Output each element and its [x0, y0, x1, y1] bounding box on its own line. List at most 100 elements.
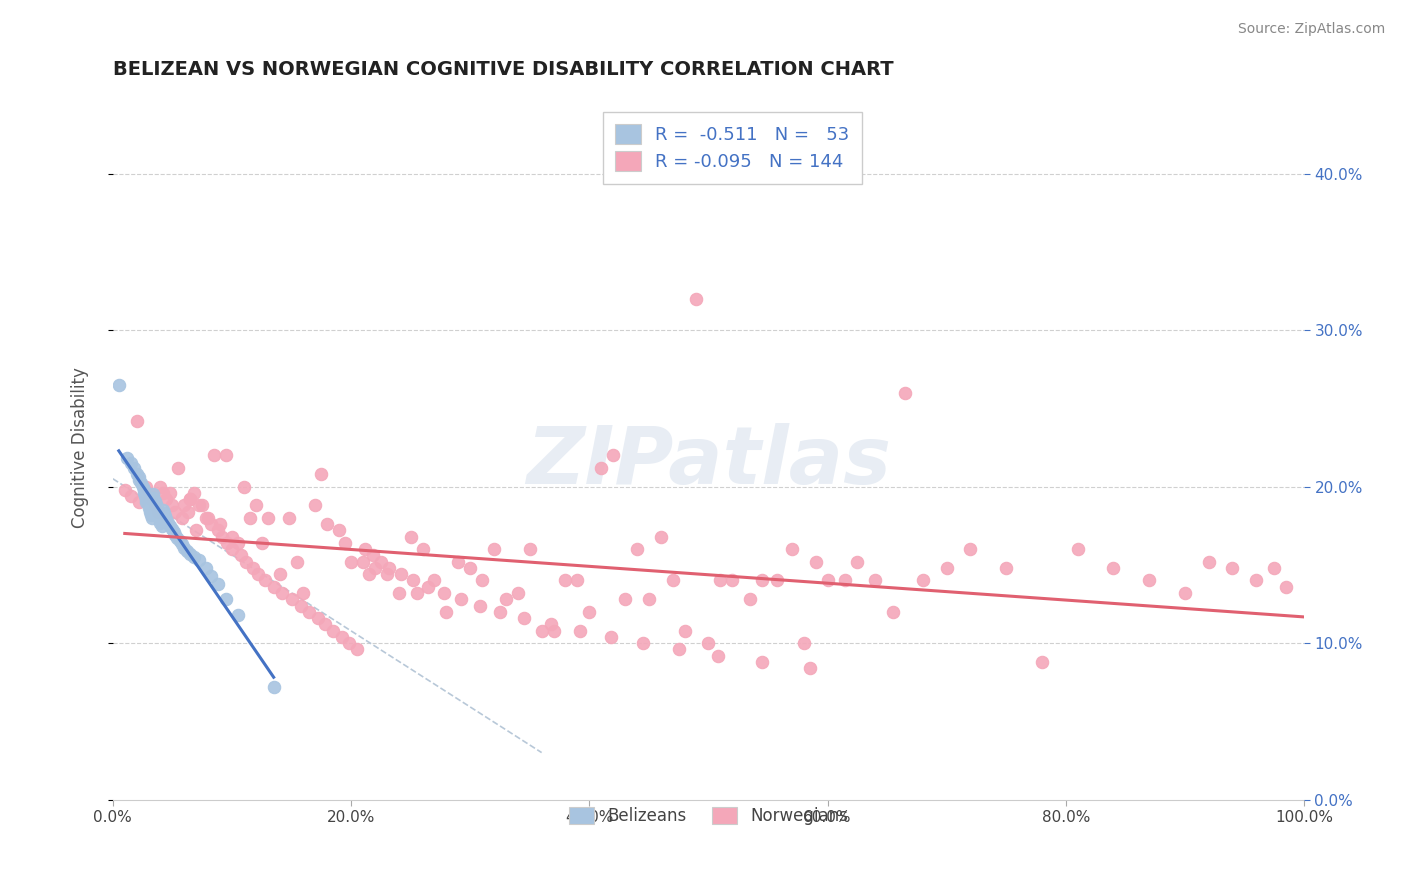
- Point: [311, 467, 333, 481]
- Point: [150, 518, 173, 533]
- Point: [132, 483, 155, 497]
- Point: [139, 508, 162, 522]
- Point: [146, 503, 169, 517]
- Point: [804, 555, 827, 569]
- Point: [882, 605, 904, 619]
- Point: [458, 561, 481, 575]
- Point: [149, 516, 172, 530]
- Point: [328, 524, 350, 538]
- Point: [799, 661, 821, 675]
- Point: [650, 530, 672, 544]
- Point: [128, 470, 150, 484]
- Point: [357, 567, 380, 582]
- Point: [163, 528, 186, 542]
- Point: [200, 517, 222, 532]
- Point: [152, 486, 174, 500]
- Point: [239, 511, 262, 525]
- Point: [412, 542, 434, 557]
- Point: [447, 555, 470, 569]
- Point: [138, 499, 160, 513]
- Point: [602, 448, 624, 462]
- Point: [482, 542, 505, 557]
- Point: [894, 385, 917, 400]
- Point: [316, 517, 339, 532]
- Point: [287, 555, 309, 569]
- Point: [187, 499, 209, 513]
- Point: [128, 495, 150, 509]
- Point: [194, 511, 217, 525]
- Point: [697, 636, 720, 650]
- Point: [1031, 655, 1053, 669]
- Point: [304, 499, 326, 513]
- Point: [661, 574, 683, 588]
- Point: [280, 592, 302, 607]
- Point: [183, 549, 205, 564]
- Point: [506, 586, 529, 600]
- Point: [146, 506, 169, 520]
- Point: [1174, 586, 1197, 600]
- Point: [159, 518, 181, 533]
- Point: [146, 505, 169, 519]
- Point: [135, 492, 157, 507]
- Text: Source: ZipAtlas.com: Source: ZipAtlas.com: [1237, 22, 1385, 37]
- Point: [995, 561, 1018, 575]
- Point: [132, 486, 155, 500]
- Point: [1246, 574, 1268, 588]
- Legend: Belizeans, Norwegians: Belizeans, Norwegians: [561, 798, 856, 833]
- Point: [263, 680, 285, 694]
- Point: [637, 592, 659, 607]
- Text: BELIZEAN VS NORWEGIAN COGNITIVE DISABILITY CORRELATION CHART: BELIZEAN VS NORWEGIAN COGNITIVE DISABILI…: [112, 60, 893, 78]
- Point: [256, 511, 278, 525]
- Point: [155, 512, 177, 526]
- Point: [399, 530, 422, 544]
- Point: [709, 574, 731, 588]
- Point: [402, 574, 425, 588]
- Point: [207, 576, 229, 591]
- Point: [221, 530, 243, 544]
- Point: [254, 574, 277, 588]
- Point: [378, 561, 401, 575]
- Point: [959, 542, 981, 557]
- Point: [418, 580, 440, 594]
- Point: [1222, 561, 1244, 575]
- Point: [540, 617, 562, 632]
- Point: [149, 512, 172, 526]
- Point: [1137, 574, 1160, 588]
- Point: [209, 517, 232, 532]
- Point: [134, 489, 156, 503]
- Point: [226, 607, 249, 622]
- Point: [114, 483, 136, 497]
- Point: [314, 617, 336, 632]
- Point: [124, 460, 146, 475]
- Point: [1198, 555, 1220, 569]
- Point: [135, 480, 157, 494]
- Point: [495, 592, 517, 607]
- Y-axis label: Cognitive Disability: Cognitive Disability: [72, 367, 89, 528]
- Point: [519, 542, 541, 557]
- Point: [141, 511, 163, 525]
- Point: [471, 574, 494, 588]
- Point: [163, 505, 186, 519]
- Point: [226, 536, 249, 550]
- Point: [530, 624, 553, 638]
- Point: [169, 534, 191, 549]
- Point: [120, 489, 142, 503]
- Point: [131, 476, 153, 491]
- Point: [322, 624, 344, 638]
- Point: [834, 574, 856, 588]
- Point: [186, 524, 208, 538]
- Point: [626, 542, 648, 557]
- Point: [364, 561, 387, 575]
- Point: [115, 451, 138, 466]
- Point: [489, 605, 512, 619]
- Point: [232, 480, 254, 494]
- Point: [721, 574, 744, 588]
- Point: [179, 492, 201, 507]
- Point: [197, 511, 219, 525]
- Point: [685, 292, 707, 306]
- Point: [146, 500, 169, 514]
- Point: [142, 491, 165, 505]
- Point: [183, 486, 205, 500]
- Point: [162, 522, 184, 536]
- Point: [631, 636, 654, 650]
